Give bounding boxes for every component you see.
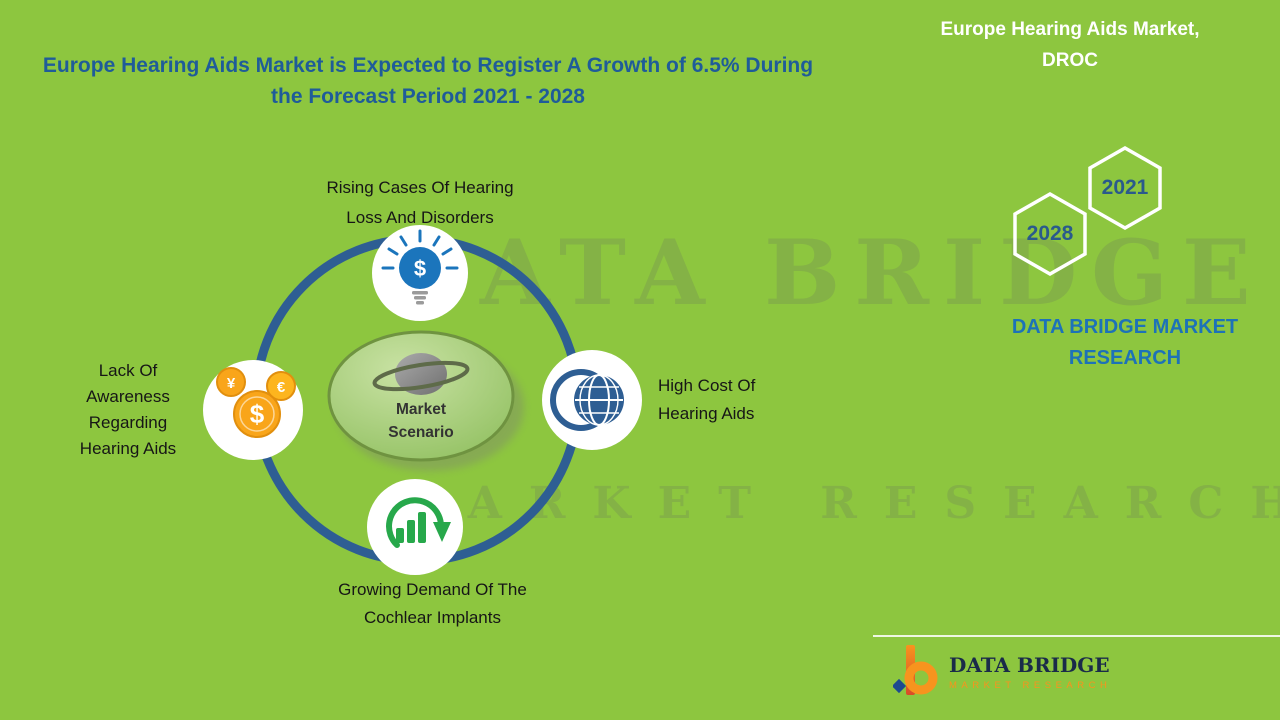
title-line-1: Europe Hearing Aids Market is Expected t… [42, 54, 814, 77]
footer-logo-tagline: MARKET RESEARCH [949, 680, 1112, 691]
currency-coins-icon: ¥ € $ [216, 367, 296, 438]
hexagon-2028 [1013, 191, 1087, 277]
page-title: Europe Hearing Aids Market is Expected t… [15, 50, 841, 112]
footer-logo: DATA BRIDGE MARKET RESEARCH [893, 644, 1111, 700]
planet-ring [372, 360, 470, 392]
factor-left-line-1: Lack Of [98, 361, 158, 380]
panel-heading: Europe Hearing Aids Market, DROC [880, 14, 1260, 76]
forecast-hexagons [1013, 145, 1162, 277]
coin-dollar-glyph: $ [250, 399, 265, 429]
factor-right-line-2: Hearing Aids [658, 404, 755, 423]
bulb-dollar-glyph: $ [414, 256, 426, 281]
year-2021-label: 2021 [1101, 176, 1149, 199]
data-bridge-logo-icon [893, 645, 938, 695]
brand-line-1: DATA BRIDGE MARKET [1011, 316, 1239, 338]
coin-yen-glyph: ¥ [227, 375, 236, 392]
growth-cycle-icon [386, 497, 451, 548]
factor-top-line-1: Rising Cases Of Hearing [326, 178, 514, 197]
factor-left-label: Lack Of Awareness Regarding Hearing Aids [35, 358, 221, 462]
lightbulb-dollar-icon: $ [381, 229, 459, 305]
market-scenario-diagram: $ ¥ € $ [203, 225, 642, 575]
panel-heading-line-2: DROC [1042, 50, 1098, 71]
title-line-2: the Forecast Period 2021 - 2028 [271, 85, 585, 108]
center-line-2: Scenario [388, 424, 454, 441]
factor-right-label: High Cost Of Hearing Aids [658, 372, 828, 428]
factor-bottom-line-1: Growing Demand Of The [338, 580, 527, 599]
factor-bottom-label: Growing Demand Of The Cochlear Implants [280, 576, 585, 632]
globe-icon [550, 369, 624, 431]
brand-name-text: DATA BRIDGE MARKET RESEARCH [960, 312, 1280, 374]
factor-left-line-3: Regarding [88, 413, 168, 432]
hexagon-2021 [1088, 145, 1162, 231]
factor-left-line-2: Awareness [86, 387, 170, 406]
year-2028-label: 2028 [1026, 222, 1074, 245]
center-ellipse [327, 330, 515, 462]
panel-heading-line-1: Europe Hearing Aids Market, [940, 19, 1200, 40]
factor-top-label: Rising Cases Of Hearing Loss And Disorde… [270, 173, 570, 233]
brand-line-2: RESEARCH [1068, 347, 1182, 369]
factor-top-line-2: Loss And Disorders [346, 208, 494, 227]
factor-bottom-line-2: Cochlear Implants [363, 608, 501, 627]
footer-divider [873, 635, 1280, 637]
watermark-data-bridge: DATA BRIDGE [388, 220, 1265, 326]
factor-right-line-1: High Cost Of [658, 376, 756, 395]
factor-left-line-4: Hearing Aids [79, 439, 177, 458]
footer-logo-text: DATA BRIDGE MARKET RESEARCH [949, 653, 1111, 691]
center-line-1: Market [396, 401, 446, 418]
center-label: Market Scenario [341, 398, 501, 444]
coin-euro-glyph: € [277, 379, 286, 396]
footer-logo-name: DATA BRIDGE [949, 653, 1110, 677]
